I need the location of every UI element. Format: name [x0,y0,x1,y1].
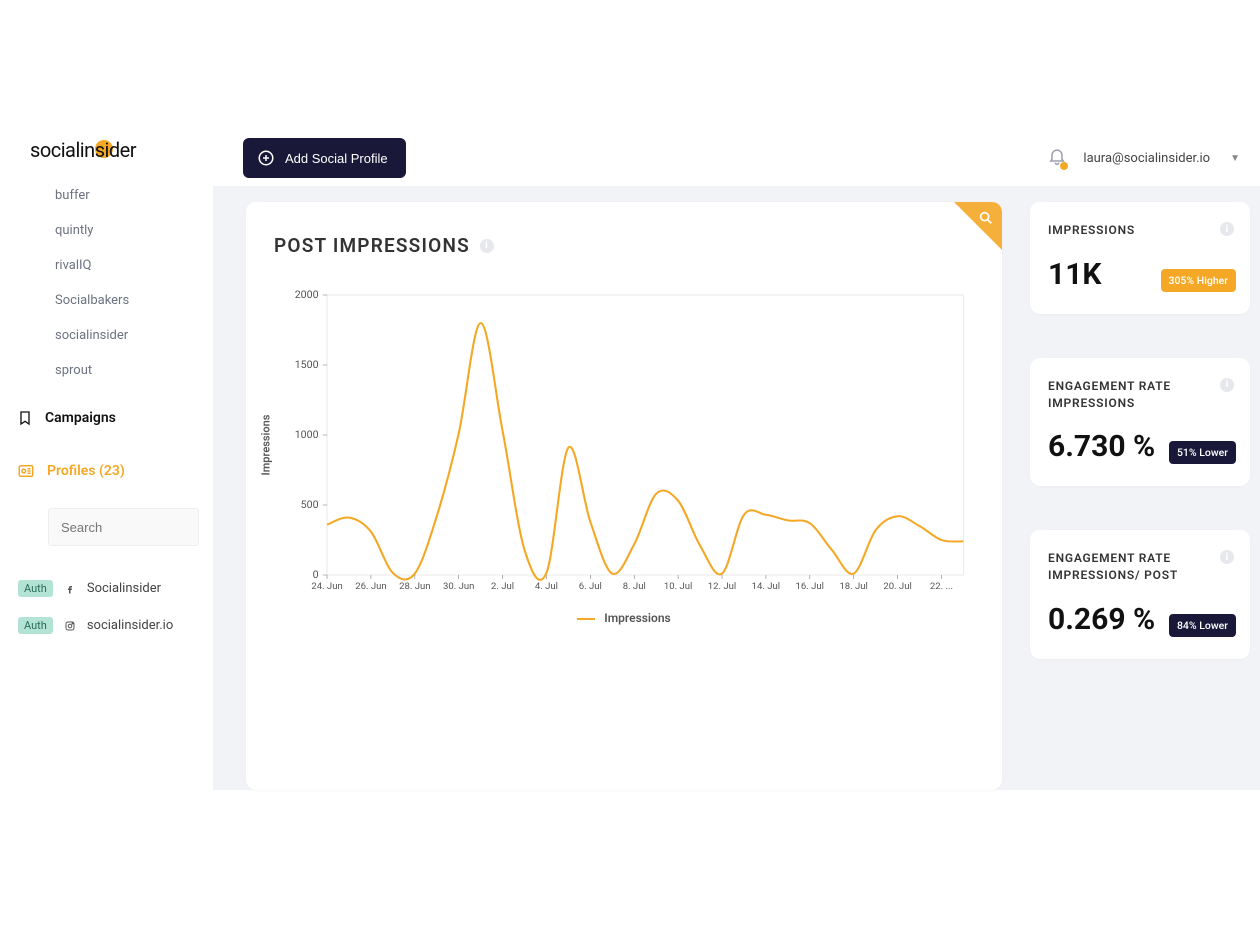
metric-title: ENGAGEMENT RATE IMPRESSIONS/ POST [1048,550,1232,584]
auth-badge: Auth [18,580,53,597]
legend-label: Impressions [604,611,670,625]
chart-svg: 0 500 1000 1500 2000 24. Jun 26. Jun 28. Jun 30.… [274,285,974,605]
metric-badge: 305% Higher [1161,269,1237,292]
logo: socialinsider [0,138,213,178]
svg-text:28. Jun: 28. Jun [399,581,430,592]
sidebar-item[interactable]: socialinsider [55,318,213,353]
bookmark-icon [17,410,33,426]
svg-text:26. Jun: 26. Jun [355,581,386,592]
svg-text:8. Jul: 8. Jul [623,581,646,592]
search-input[interactable] [48,508,199,546]
svg-text:0: 0 [313,568,319,581]
info-icon[interactable]: i [1220,222,1234,236]
svg-text:4. Jul: 4. Jul [535,581,558,592]
svg-text:2. Jul: 2. Jul [491,581,514,592]
chart-card: POST IMPRESSIONS i Impressions 0 500 1000 1… [246,202,1002,790]
svg-text:12. Jul: 12. Jul [708,581,736,592]
metric-title: ENGAGEMENT RATE IMPRESSIONS [1048,378,1232,412]
svg-text:6. Jul: 6. Jul [579,581,602,592]
logo-text: socialinsider [30,138,136,162]
profile-name: Socialinsider [87,581,161,596]
svg-text:20. Jul: 20. Jul [883,581,911,592]
sidebar-list: buffer quintly rivalIQ Socialbakers soci… [0,178,213,388]
search-icon[interactable] [978,210,994,230]
info-icon[interactable]: i [1220,378,1234,392]
user-email[interactable]: laura@socialinsider.io [1083,151,1210,166]
facebook-icon [63,582,77,596]
metric-badge: 84% Lower [1169,614,1236,637]
sidebar-item[interactable]: buffer [55,178,213,213]
profile-row[interactable]: Auth Socialinsider [0,570,213,607]
metric-card-impressions: IMPRESSIONS i 11K 305% Higher [1030,202,1250,314]
svg-text:1000: 1000 [295,428,319,441]
svg-text:1500: 1500 [295,358,319,371]
sidebar-item[interactable]: quintly [55,213,213,248]
metric-title: IMPRESSIONS [1048,222,1232,239]
legend-swatch-icon [577,618,595,620]
sidebar-item[interactable]: sprout [55,353,213,388]
profile-name: socialinsider.io [87,618,173,633]
chart-area: Impressions 050010001500200024. Jun26. J… [274,285,974,605]
info-icon[interactable]: i [480,239,494,253]
sidebar-item[interactable]: Socialbakers [55,283,213,318]
metric-card-engagement-rate: ENGAGEMENT RATE IMPRESSIONS i 6.730 % 51… [1030,358,1250,487]
auth-badge: Auth [18,617,53,634]
metric-badge: 51% Lower [1169,441,1236,464]
chart-title: POST IMPRESSIONS i [274,234,974,257]
svg-text:22. ...: 22. ... [930,581,953,592]
content: POST IMPRESSIONS i Impressions 0 500 1000 1… [213,186,1260,790]
metric-card-engagement-rate-post: ENGAGEMENT RATE IMPRESSIONS/ POST i 0.26… [1030,530,1250,659]
metric-cards: IMPRESSIONS i 11K 305% Higher ENGAGEMENT… [1030,202,1250,790]
chart-ylabel: Impressions [260,415,273,476]
svg-text:30. Jun: 30. Jun [443,581,474,592]
chart-legend: Impressions [274,611,974,625]
nav-campaigns-label: Campaigns [45,410,116,426]
nav-campaigns[interactable]: Campaigns [0,400,213,436]
svg-text:18. Jul: 18. Jul [839,581,867,592]
notifications-button[interactable] [1047,146,1067,170]
profile-row[interactable]: Auth socialinsider.io [0,607,213,644]
sidebar-item[interactable]: rivalIQ [55,248,213,283]
nav-profiles[interactable]: Profiles (23) [0,452,213,490]
svg-text:10. Jul: 10. Jul [664,581,692,592]
chevron-down-icon[interactable]: ▼ [1230,153,1240,164]
svg-text:16. Jul: 16. Jul [796,581,824,592]
add-button-label: Add Social Profile [285,151,388,166]
notification-dot-icon [1060,162,1068,170]
app-root: socialinsider buffer quintly rivalIQ Soc… [0,130,1260,790]
svg-text:14. Jul: 14. Jul [752,581,780,592]
chart-title-text: POST IMPRESSIONS [274,234,470,257]
plus-circle-icon [257,149,275,167]
nav-profiles-label: Profiles (23) [47,463,125,479]
add-social-profile-button[interactable]: Add Social Profile [243,138,406,178]
instagram-icon [63,619,77,633]
svg-text:500: 500 [301,498,319,511]
svg-text:2000: 2000 [295,288,319,301]
profiles-icon [17,462,35,480]
main: Add Social Profile laura@socialinsider.i… [213,130,1260,790]
svg-text:24. Jun: 24. Jun [311,581,342,592]
search-wrap [0,508,213,546]
sidebar: socialinsider buffer quintly rivalIQ Soc… [0,130,213,790]
topbar: Add Social Profile laura@socialinsider.i… [213,130,1260,186]
